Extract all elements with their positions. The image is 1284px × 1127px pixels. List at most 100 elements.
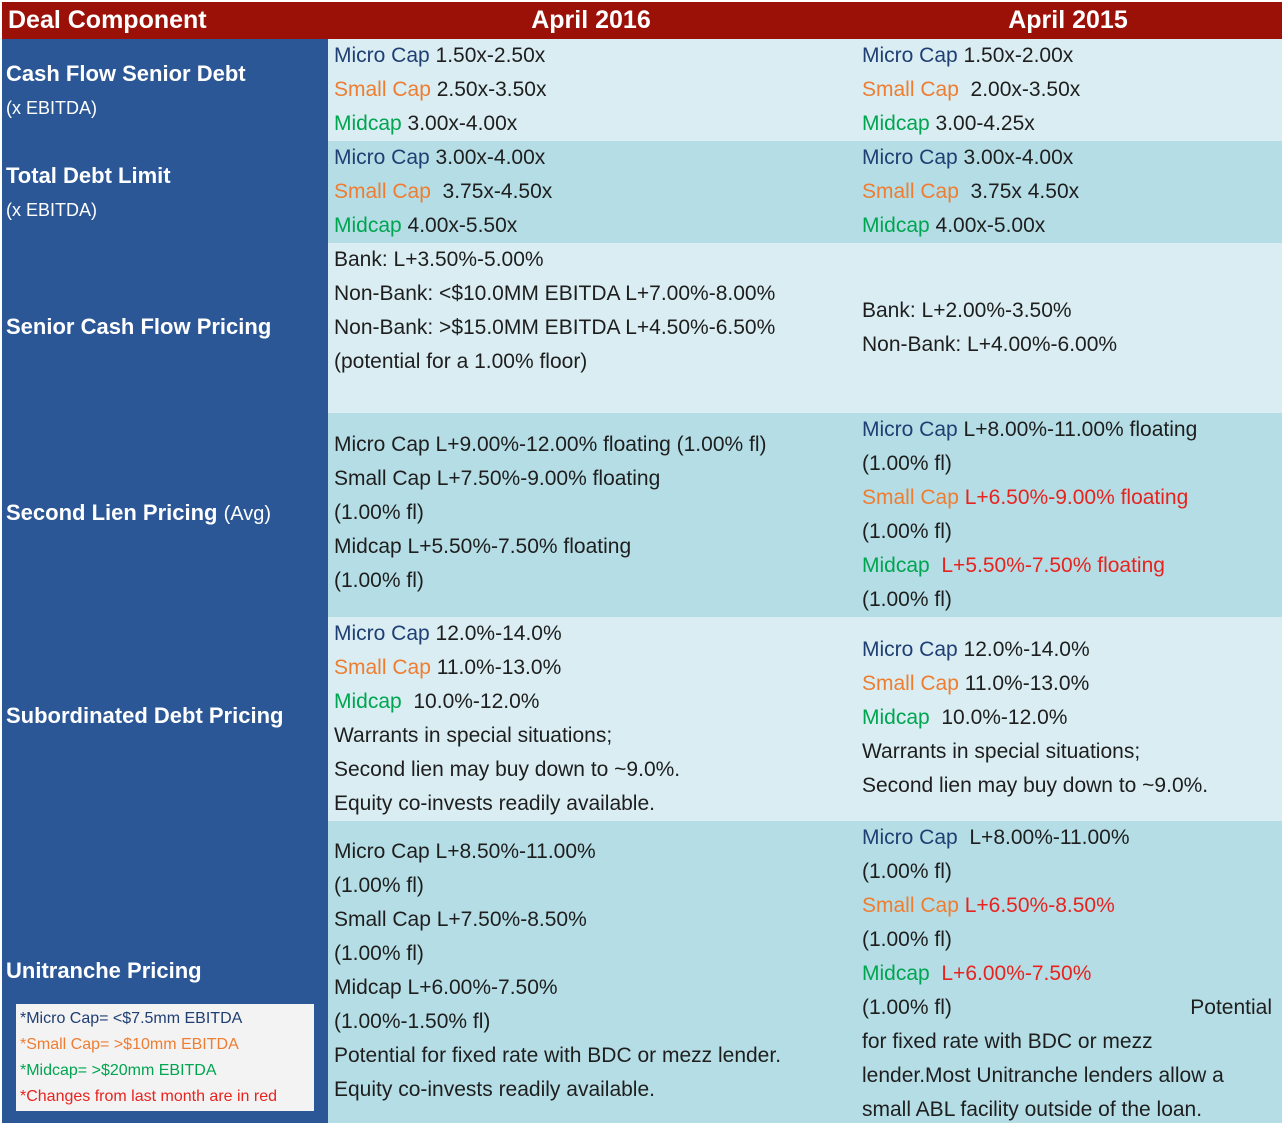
note-line: Second lien may buy down to ~9.0%. (862, 774, 1209, 797)
tier-line-micro: Micro Cap L+8.50%-11.00% (334, 835, 854, 869)
value: 2.00x-3.50x (970, 78, 1081, 101)
tier-line-micro: Micro Cap 12.0%-14.0% (862, 633, 1282, 667)
tier-small: Small Cap (862, 180, 959, 203)
value: L+8.00%-11.00% floating (963, 418, 1198, 441)
changed-value: L+6.00%-7.50% (941, 962, 1092, 985)
tier-line-small: Small Cap 3.75x 4.50x (862, 175, 1282, 209)
tier-line-mid: Midcap 3.00x-4.00x (334, 107, 854, 141)
pricing-line: (potential for a 1.00% floor) (334, 350, 588, 373)
cell-second-lien-pricing-2015: Micro Cap L+8.00%-11.00% floating (1.00%… (854, 413, 1282, 617)
tier-line-small: Small Cap 3.75x-4.50x (334, 175, 854, 209)
tier-micro: Micro Cap (862, 146, 958, 169)
tier-line-micro: Micro Cap L+9.00%-12.00% floating (1.00%… (334, 428, 854, 462)
tier-line-micro: Micro Cap L+8.00%-11.00% (862, 821, 1272, 855)
tier-micro: Micro Cap (862, 638, 958, 661)
value: 3.75x 4.50x (970, 180, 1080, 203)
row-sublabel: (x EBITDA) (6, 200, 98, 220)
tier-line-small: Small Cap 11.0%-13.0% (334, 651, 854, 685)
value: L+7.50%-9.00% floating (436, 467, 661, 490)
value: L+8.00%-11.00% (969, 826, 1130, 849)
tier-line-mid: Midcap L+6.00%-7.50% (862, 957, 1272, 991)
value: 1.50x-2.00x (963, 44, 1074, 67)
row-label-suffix: (Avg) (223, 503, 272, 525)
row-label-subordinated-debt-pricing: Subordinated Debt Pricing (6, 703, 284, 728)
cell-subordinated-debt-pricing-2016: Micro Cap 12.0%-14.0% Small Cap 11.0%-13… (328, 617, 854, 821)
tier-line-mid: Midcap 4.00x-5.00x (862, 209, 1282, 243)
value: L+6.00%-7.50% (407, 976, 558, 999)
value: 11.0%-13.0% (964, 672, 1090, 695)
tier-line-micro: Micro Cap 12.0%-14.0% (334, 617, 854, 651)
cell-cash-flow-senior-debt-2016: Micro Cap 1.50x-2.50x Small Cap 2.50x-3.… (328, 39, 854, 141)
cell-unitranche-pricing-2016: Micro Cap L+8.50%-11.00% (1.00% fl) Smal… (328, 821, 854, 1123)
label-text: Total Debt Limit (6, 163, 171, 188)
tier-note: (1.00% fl) (862, 928, 952, 951)
tier-mid: Midcap (334, 214, 402, 237)
note-inline: Potential (1190, 996, 1272, 1019)
tier-line-mid: Midcap L+6.00%-7.50% (334, 971, 854, 1005)
cell-unitranche-pricing-2015: Micro Cap L+8.00%-11.00% (1.00% fl) Smal… (854, 821, 1282, 1123)
tier-line-small: Small Cap 2.50x-3.50x (334, 73, 854, 107)
header-april-2015: April 2015 (854, 2, 1282, 39)
tier-micro: Micro Cap (862, 826, 958, 849)
value: 10.0%-12.0% (413, 690, 540, 713)
tier-small: Small Cap (862, 78, 959, 101)
value: L+8.50%-11.00% (435, 840, 596, 863)
tier-small: Small Cap (334, 467, 431, 490)
value: 12.0%-14.0% (963, 638, 1090, 661)
value: 3.00x-4.00x (407, 112, 518, 135)
tier-line-small: Small Cap 2.00x-3.50x (862, 73, 1282, 107)
value: 4.00x-5.50x (407, 214, 518, 237)
tier-micro: Micro Cap (334, 622, 430, 645)
value: 2.50x-3.50x (436, 78, 547, 101)
changed-value: L+6.50%-9.00% floating (964, 486, 1189, 509)
tier-small: Small Cap (862, 894, 959, 917)
row-sublabel: (x EBITDA) (6, 98, 98, 118)
tier-legend: *Micro Cap= <$7.5mm EBITDA *Small Cap= >… (16, 1004, 314, 1111)
note-line: small ABL facility outside of the loan. (862, 1098, 1203, 1121)
tier-mid: Midcap (862, 214, 930, 237)
note-line: for fixed rate with BDC or mezz (862, 1030, 1153, 1053)
cell-subordinated-debt-pricing-2015: Micro Cap 12.0%-14.0% Small Cap 11.0%-13… (854, 617, 1282, 821)
tier-line-small: Small Cap L+6.50%-8.50% (862, 889, 1272, 923)
tier-mid: Midcap (862, 962, 930, 985)
legend-mid: *Midcap= >$20mm EBITDA (20, 1062, 217, 1079)
tier-note: (1.00% fl) (334, 569, 424, 592)
tier-line-mid: Midcap L+5.50%-7.50% floating (862, 549, 1282, 583)
tier-small: Small Cap (334, 78, 431, 101)
deal-component-column: Cash Flow Senior Debt (x EBITDA) Total D… (2, 39, 328, 1123)
tier-micro: Micro Cap (862, 418, 958, 441)
tier-small: Small Cap (862, 486, 959, 509)
tier-note: (1.00% fl) (334, 942, 424, 965)
legend-changes: *Changes from last month are in red (20, 1088, 278, 1105)
cell-total-debt-limit-2015: Micro Cap 3.00x-4.00x Small Cap 3.75x 4.… (854, 141, 1282, 243)
tier-mid: Midcap (334, 112, 402, 135)
tier-micro: Micro Cap (334, 146, 430, 169)
tier-note: (1.00% fl) (862, 996, 952, 1019)
tier-note: (1.00% fl) (862, 520, 952, 543)
value: 3.00-4.25x (935, 112, 1035, 135)
tier-mid: Midcap (862, 554, 930, 577)
legend-micro: *Micro Cap= <$7.5mm EBITDA (20, 1010, 243, 1027)
note-line: Equity co-invests readily available. (334, 792, 655, 815)
tier-note: (1.00% fl) (334, 501, 424, 524)
cell-senior-cash-flow-pricing-2016: Bank: L+3.50%-5.00% Non-Bank: <$10.0MM E… (328, 243, 854, 413)
tier-micro: Micro Cap (334, 44, 430, 67)
value: L+9.00%-12.00% floating (1.00% fl) (435, 433, 767, 456)
tier-line-mid: Midcap L+5.50%-7.50% floating (334, 530, 854, 564)
row-label-unitranche-pricing: Unitranche Pricing (6, 958, 202, 983)
tier-mid: Midcap (334, 690, 402, 713)
note-line: Equity co-invests readily available. (334, 1078, 655, 1101)
tier-note: (1.00%-1.50% fl) (334, 1010, 491, 1033)
value: 4.00x-5.00x (935, 214, 1046, 237)
note-line: Warrants in special situations; (334, 724, 613, 747)
value: 12.0%-14.0% (435, 622, 562, 645)
pricing-line: Non-Bank: >$15.0MM EBITDA L+4.50%-6.50% (334, 316, 776, 339)
tier-note: (1.00% fl) (334, 874, 424, 897)
tier-line-mid: Midcap 3.00-4.25x (862, 107, 1282, 141)
pricing-line: Bank: L+3.50%-5.00% (334, 248, 544, 271)
cell-total-debt-limit-2016: Micro Cap 3.00x-4.00x Small Cap 3.75x-4.… (328, 141, 854, 243)
tier-mid: Midcap (862, 112, 930, 135)
value: 3.00x-4.00x (963, 146, 1074, 169)
tier-note: (1.00% fl) (862, 860, 952, 883)
note-line: Second lien may buy down to ~9.0%. (334, 758, 681, 781)
